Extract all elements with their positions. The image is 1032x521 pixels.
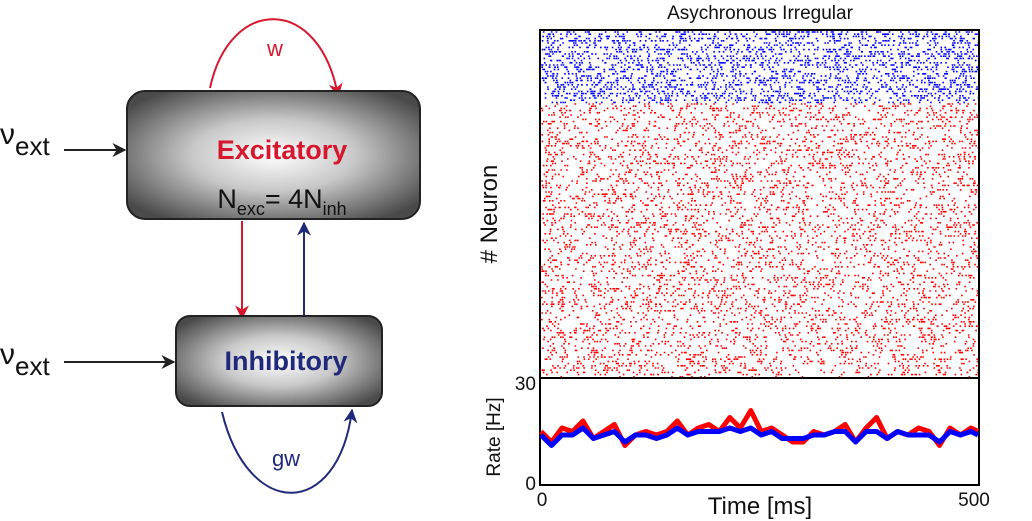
inh-self-loop-arrow: [221, 408, 358, 494]
inhibitory-label: Inhibitory: [225, 346, 348, 376]
rate-y-tick-bottom: 0: [525, 474, 536, 495]
rate-series-lines: [539, 408, 980, 448]
network-diagram: w Excitatory Nexc= 4Ninh νext Inhibitory…: [0, 18, 421, 494]
population-ratio-equation: Nexc= 4Ninh: [217, 184, 346, 219]
external-input-label-top: νext: [0, 118, 50, 161]
inhibitory-spikes: [541, 31, 978, 104]
raster-title: Asychronous Irregular: [667, 3, 854, 24]
inhibitory-population-box: [175, 315, 383, 407]
rate-x-tick-left: 0: [537, 490, 548, 511]
excitatory-rate-line: [539, 408, 980, 448]
excitatory-spikes: [541, 103, 978, 377]
external-input-label-bottom: νext: [0, 338, 50, 381]
raster-plot: Asychronous Irregular # Neuron: [476, 3, 980, 379]
rate-xlabel: Time [ms]: [708, 493, 812, 520]
spike-raster-dots: [541, 31, 978, 377]
rate-plot-frame: [539, 377, 980, 486]
rate-plot: 30 0 Rate [Hz] 0 500 Time [ms]: [484, 374, 990, 520]
exc-self-loop-arrow: [209, 18, 343, 98]
rate-x-tick-right: 500: [958, 490, 990, 511]
rate-ylabel: Rate [Hz]: [484, 397, 505, 476]
excitatory-label: Excitatory: [217, 135, 348, 165]
inh-self-loop-label: gw: [272, 446, 300, 471]
excitatory-population-box: [126, 90, 421, 220]
raster-ylabel: # Neuron: [476, 165, 503, 264]
inhibitory-rate-line: [539, 425, 980, 448]
exc-self-loop-label: w: [266, 36, 283, 61]
rate-y-tick-top: 30: [515, 374, 536, 395]
